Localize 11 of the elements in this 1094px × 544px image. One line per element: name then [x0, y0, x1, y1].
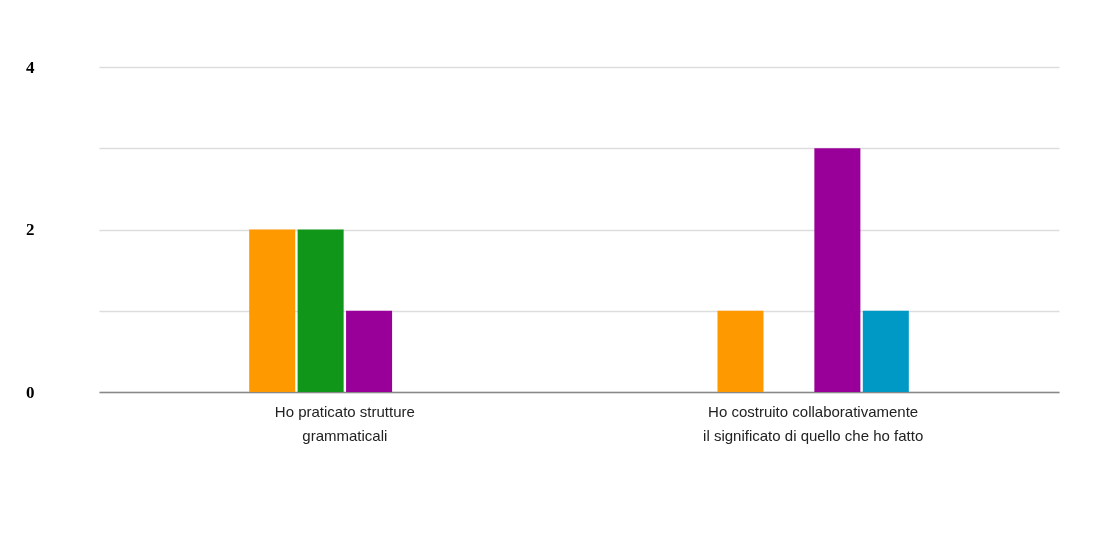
y-tick-label: 2	[26, 220, 35, 239]
x-tick-label: Ho praticato strutture grammaticali	[274, 402, 415, 444]
y-tick-label: 0	[26, 382, 35, 402]
bar	[346, 310, 393, 392]
bar	[862, 310, 909, 392]
bar	[814, 148, 861, 392]
bar	[717, 310, 764, 392]
bar	[249, 229, 296, 392]
bar	[297, 229, 344, 392]
y-tick-label: 4	[26, 57, 35, 77]
x-tick-label: Ho costruito collaborativamente il significato di quello che ho fatto	[703, 402, 924, 444]
